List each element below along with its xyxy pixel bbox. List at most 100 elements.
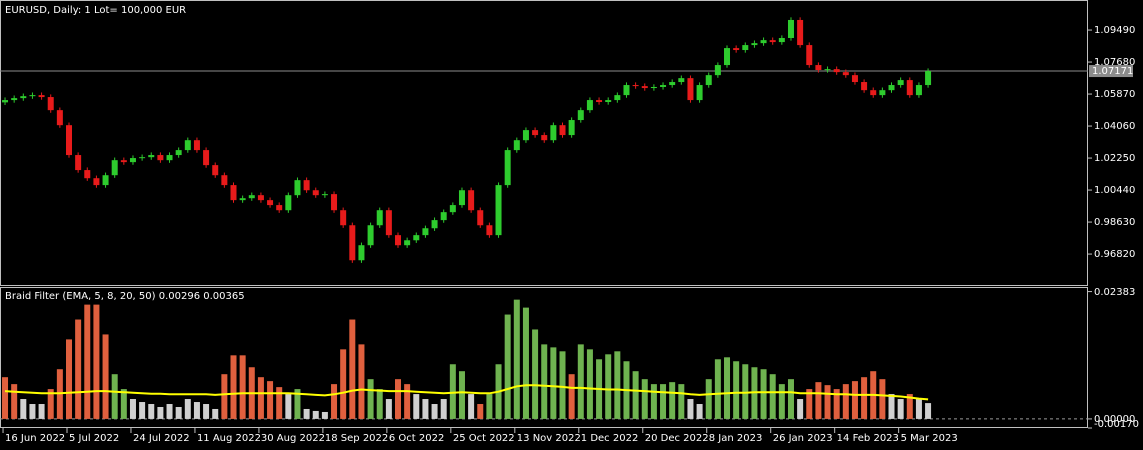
histogram-bar <box>276 387 283 419</box>
candle-body <box>458 190 465 206</box>
candle-body <box>449 205 456 213</box>
candle-body <box>404 240 411 246</box>
candle-body <box>559 125 566 136</box>
candle-body <box>65 125 72 156</box>
candle-body <box>431 220 438 229</box>
candle-body <box>358 245 365 261</box>
candle-body <box>778 38 785 43</box>
candle-body <box>696 85 703 101</box>
candle-body <box>312 190 319 196</box>
candle-body <box>413 235 420 241</box>
histogram-bar <box>660 384 667 419</box>
histogram-bar <box>760 369 767 419</box>
candle-body <box>376 210 383 226</box>
candle-body <box>769 40 776 43</box>
histogram-bar <box>614 351 621 419</box>
histogram-bar <box>577 344 584 419</box>
candle-body <box>129 158 136 163</box>
histogram-bar <box>851 381 858 419</box>
x-tick-label: 14 Feb 2023 <box>837 433 899 444</box>
candle-body <box>285 195 292 211</box>
candle-body <box>760 40 767 44</box>
histogram-bar <box>650 384 657 419</box>
candle-body <box>468 190 475 211</box>
candle-body <box>733 48 740 51</box>
histogram-bar <box>294 389 301 419</box>
candle-body <box>148 155 155 158</box>
histogram-bar <box>769 374 776 419</box>
candle-body <box>614 95 621 101</box>
histogram-bar <box>93 304 100 419</box>
candle-body <box>742 45 749 51</box>
x-tick-label: 20 Dec 2022 <box>645 433 709 444</box>
histogram-bar <box>257 377 264 419</box>
histogram-bar <box>925 403 932 419</box>
histogram-bar <box>230 355 237 419</box>
candle-body <box>294 180 301 196</box>
candle-body <box>577 110 584 121</box>
candle-body <box>824 69 831 71</box>
candle-body <box>248 195 255 199</box>
histogram-bar <box>678 384 685 419</box>
histogram-bar <box>449 364 456 419</box>
candle-body <box>303 180 310 191</box>
histogram-bar <box>733 361 740 419</box>
candle-body <box>724 48 731 66</box>
candle-body <box>257 195 264 201</box>
candle-body <box>440 212 447 221</box>
candle-body <box>797 19 804 46</box>
histogram-bar <box>861 377 868 419</box>
histogram-bar <box>303 408 310 419</box>
histogram-bar <box>285 394 292 419</box>
candle-body <box>349 225 356 261</box>
candle-body <box>56 110 63 126</box>
x-tick-label: 6 Oct 2022 <box>389 433 444 444</box>
histogram-bar <box>842 384 849 419</box>
candle-body <box>139 157 146 159</box>
histogram-bar <box>11 384 18 419</box>
histogram-bar <box>212 408 219 419</box>
x-tick-label: 5 Mar 2023 <box>901 433 958 444</box>
candle-body <box>75 155 82 171</box>
histogram-bar <box>705 379 712 419</box>
candle-body <box>851 75 858 83</box>
histogram-bar <box>385 399 392 419</box>
histogram-bar <box>358 344 365 419</box>
histogram-bar <box>203 404 210 419</box>
histogram-bar <box>504 314 511 419</box>
candle-body <box>650 86 657 89</box>
candle-body <box>522 130 529 141</box>
candle-body <box>477 210 484 226</box>
histogram-bar <box>321 411 328 419</box>
histogram-bar <box>605 354 612 419</box>
x-tick-label: 8 Jan 2023 <box>709 433 763 444</box>
candle-body <box>193 140 200 151</box>
current-price-label: 1.07171 <box>1092 66 1133 77</box>
candle-body <box>660 85 667 87</box>
histogram-bar <box>586 349 593 419</box>
histogram-bar <box>184 399 191 419</box>
candle-body <box>669 82 676 86</box>
signal-line <box>4 384 929 401</box>
histogram-bar <box>897 399 904 419</box>
histogram-bar <box>431 404 438 419</box>
candle-body <box>842 72 849 76</box>
x-tick-label: 26 Jan 2023 <box>773 433 833 444</box>
candle-body <box>166 155 173 161</box>
histogram-bar <box>413 394 420 419</box>
histogram-bar <box>458 371 465 419</box>
x-tick-label: 1 Dec 2022 <box>581 433 639 444</box>
price-pane <box>0 0 1088 286</box>
histogram-bar <box>550 347 557 419</box>
candle-body <box>678 78 685 83</box>
candle-body <box>175 150 182 156</box>
candle-body <box>267 200 274 206</box>
histogram-bar <box>824 385 831 419</box>
histogram-bar <box>102 334 109 419</box>
candle-body <box>888 85 895 91</box>
histogram-bar <box>404 384 411 419</box>
candle-body <box>340 210 347 226</box>
histogram-bar <box>20 399 27 419</box>
histogram-bar <box>221 374 228 419</box>
